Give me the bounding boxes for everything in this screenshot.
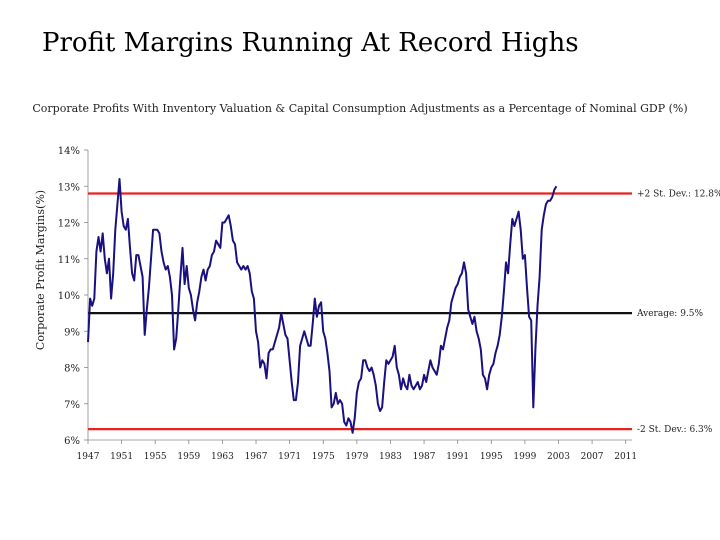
x-tick-label: 1987 [413, 452, 436, 462]
x-tick-label: 1991 [446, 452, 469, 462]
reference-line-label: +2 St. Dev.: 12.8% [637, 190, 720, 200]
reference-line-label: -2 St. Dev.: 6.3% [637, 425, 713, 435]
y-axis-label: Corporate Profit Margins(%) [34, 190, 47, 350]
x-tick-label: 1983 [379, 452, 402, 462]
x-tick-label: 1971 [278, 452, 301, 462]
slide-title: Profit Margins Running At Record Highs [42, 28, 579, 58]
y-tick-label: 13% [58, 182, 80, 193]
x-tick-label: 2007 [581, 452, 604, 462]
y-tick-label: 6% [64, 436, 80, 447]
series-group [87, 178, 558, 434]
y-tick-label: 10% [58, 291, 80, 302]
y-tick-label: 12% [58, 219, 80, 230]
x-tick-label: 1951 [110, 452, 133, 462]
x-tick-label: 1959 [177, 452, 200, 462]
reference-line-label: Average: 9.5% [636, 309, 704, 319]
x-tick-label: 1979 [345, 452, 368, 462]
y-tick-label: 14% [58, 146, 80, 157]
y-tick-label: 8% [64, 364, 80, 375]
x-tick-label: 2003 [547, 452, 570, 462]
x-tick-label: 1967 [245, 452, 268, 462]
x-tick-label: 2011 [614, 452, 637, 462]
x-tick-label: 1999 [513, 452, 536, 462]
x-tick-label: 1947 [77, 452, 100, 462]
y-tick-label: 9% [64, 327, 80, 338]
y-axis: 6% 7% 8% 9% 10% 11% 12% 13% 14% [58, 146, 88, 447]
chart-title: Corporate Profits With Inventory Valuati… [32, 102, 688, 115]
x-tick-label: 1955 [144, 452, 167, 462]
x-tick-label: 1975 [312, 452, 335, 462]
y-tick-label: 7% [64, 400, 80, 411]
series-line [87, 178, 558, 434]
x-tick-label: 1963 [211, 452, 234, 462]
x-axis: 1947 1951 1955 1959 1963 1967 1971 1975 1979 1983… [77, 440, 637, 462]
x-tick-label: 1995 [480, 452, 503, 462]
y-tick-label: 11% [58, 255, 80, 266]
reference-lines: +2 St. Dev.: 12.8% Average: 9.5% -2 St. De… [88, 190, 720, 435]
